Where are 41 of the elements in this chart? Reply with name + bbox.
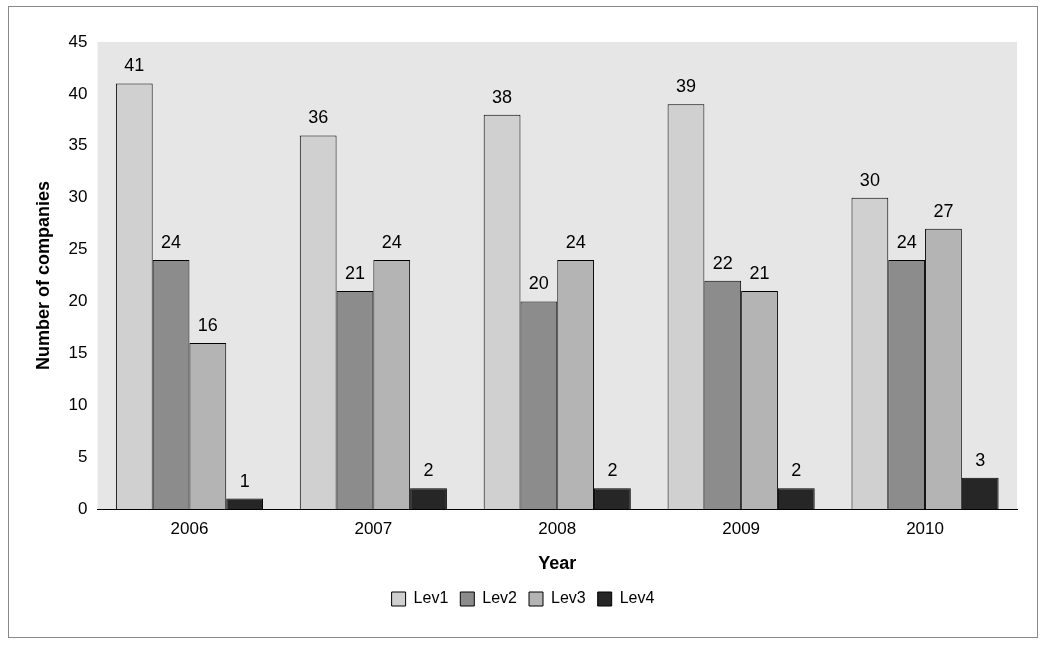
y-tick-label: 40 xyxy=(68,83,88,103)
data-label: 16 xyxy=(197,314,218,335)
data-label: 24 xyxy=(896,231,917,252)
data-label: 2 xyxy=(791,460,802,481)
legend-label: Lev1 xyxy=(413,589,449,607)
legend-label: Lev2 xyxy=(482,589,518,607)
y-tick-label: 35 xyxy=(68,135,88,155)
data-label: 41 xyxy=(124,55,145,76)
x-tick-label: 2009 xyxy=(722,518,761,538)
data-label: 38 xyxy=(492,86,513,107)
data-label: 24 xyxy=(565,231,586,252)
data-label: 21 xyxy=(749,263,770,284)
data-label: 2 xyxy=(423,460,434,481)
x-tick-label: 2007 xyxy=(354,518,393,538)
data-label: 3 xyxy=(975,449,986,470)
data-label: 27 xyxy=(933,200,954,221)
data-label: 2 xyxy=(607,460,618,481)
x-axis-title: Year xyxy=(538,553,577,574)
data-label: 20 xyxy=(528,273,549,294)
x-tick-label: 2008 xyxy=(538,518,577,538)
y-tick-label: 25 xyxy=(68,239,88,259)
y-tick-label: 0 xyxy=(78,498,88,518)
legend-label: Lev4 xyxy=(619,589,655,607)
legend-label: Lev3 xyxy=(551,589,586,607)
y-tick-label: 15 xyxy=(68,343,88,363)
data-label: 24 xyxy=(381,231,402,252)
y-tick-label: 20 xyxy=(68,291,88,311)
x-tick-label: 2006 xyxy=(170,518,209,538)
y-tick-label: 10 xyxy=(68,394,88,414)
y-axis-title: Number of companies xyxy=(32,180,53,371)
y-tick-label: 5 xyxy=(78,446,88,466)
x-tick-label: 2010 xyxy=(906,518,944,538)
data-label: 24 xyxy=(161,231,182,252)
data-label: 21 xyxy=(344,263,365,284)
data-label: 39 xyxy=(675,76,696,97)
y-tick-label: 30 xyxy=(68,187,88,207)
data-label: 22 xyxy=(712,252,733,273)
data-label: 1 xyxy=(239,470,250,491)
data-label: 36 xyxy=(308,107,329,128)
data-label: 30 xyxy=(859,169,880,190)
y-tick-label: 45 xyxy=(68,31,88,51)
